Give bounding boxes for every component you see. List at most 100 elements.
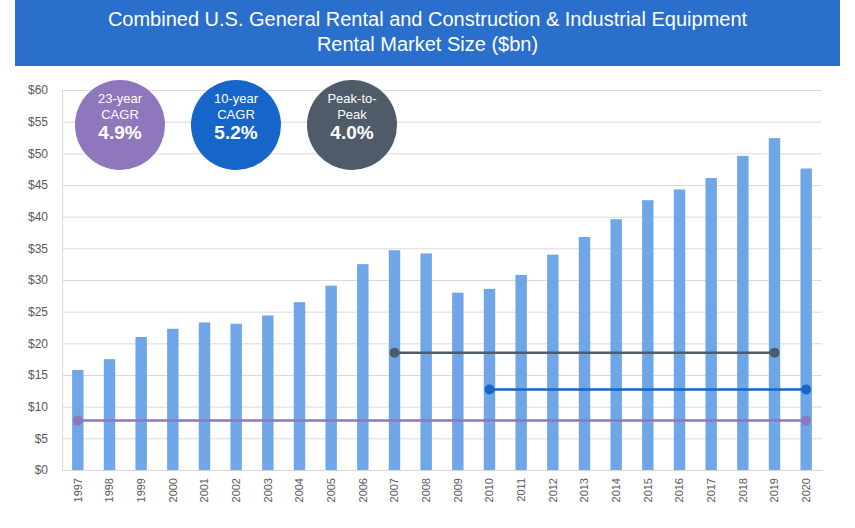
y-tick-label: $30 [28,273,48,287]
chart: Combined U.S. General Rental and Constru… [0,0,855,528]
badge-value: 4.9% [98,122,141,143]
x-tick: 1998 [103,470,115,502]
bar [104,359,115,470]
x-tick-label: 2010 [483,478,495,502]
title-banner [15,0,840,66]
x-tick: 2019 [768,470,780,502]
bar [357,264,368,470]
badge-value: 5.2% [214,122,257,143]
x-tick-label: 2019 [768,478,780,502]
x-tick-label: 2002 [230,478,242,502]
bar [262,315,273,470]
badge-text: CAGR [217,107,255,122]
bar [515,275,526,470]
bar [674,189,685,470]
bar [484,289,495,470]
badge-text: CAGR [101,107,139,122]
x-tick-label: 2020 [800,478,812,502]
bar [294,302,305,470]
x-tick: 2001 [198,470,210,502]
x-tick: 2009 [452,470,464,502]
y-tick-label: $20 [28,337,48,351]
y-tick-label: $25 [28,305,48,319]
x-axis: 1997 1998 1999 2000 2001 2002 2003 2004 2005 2006… [63,470,823,502]
x-tick: 2002 [230,470,242,502]
y-tick-label: $0 [35,463,49,477]
span-end [801,416,811,426]
bar [135,337,146,470]
badge-circle [307,80,397,170]
badge-text: Peak [337,107,367,122]
bar [420,253,431,470]
x-tick: 2005 [325,470,337,502]
x-tick-label: 2013 [578,478,590,502]
x-tick-label: 1997 [72,478,84,502]
x-tick: 2020 [800,470,812,502]
bar [547,255,558,470]
badge: 23-yearCAGR4.9% [75,80,165,170]
bar [389,250,400,470]
x-tick: 2010 [483,470,495,502]
x-tick: 2015 [642,470,654,502]
x-tick: 2011 [515,470,527,502]
badge-text: Peak-to- [327,91,376,106]
y-tick-label: $35 [28,242,48,256]
bar [800,169,811,470]
x-tick-label: 1998 [103,478,115,502]
title: Combined U.S. General Rental and Constru… [108,8,748,55]
x-tick-label: 2014 [610,478,622,502]
x-tick: 2018 [737,470,749,502]
span-line [490,388,807,391]
x-tick: 2006 [357,470,369,502]
badge: 10-yearCAGR5.2% [191,80,281,170]
y-tick-label: $45 [28,178,48,192]
x-tick-label: 2003 [262,478,274,502]
x-tick-label: 2004 [293,478,305,502]
x-tick: 1999 [135,470,147,502]
x-tick-label: 2000 [167,478,179,502]
x-tick: 2004 [293,470,305,502]
marks [72,138,812,470]
y-tick-label: $40 [28,210,48,224]
y-tick: $45 [28,178,822,192]
x-tick-label: 2017 [705,478,717,502]
x-tick-label: 2018 [737,478,749,502]
badge-circle [191,80,281,170]
bar [167,329,178,470]
x-tick: 2013 [578,470,590,502]
x-tick-label: 2007 [388,478,400,502]
y-tick-label: $55 [28,115,48,129]
span-line [395,352,775,355]
badge-text: 23-year [98,91,143,106]
x-tick: 2007 [388,470,400,502]
y-tick-label: $15 [28,368,48,382]
x-tick-label: 1999 [135,478,147,502]
x-tick: 2012 [547,470,559,502]
grid-line [62,90,822,91]
bar [72,370,83,470]
span-end [390,348,400,358]
bar [199,322,210,470]
x-tick-label: 2016 [673,478,685,502]
y-tick: $40 [28,210,822,224]
x-tick: 2003 [262,470,274,502]
title-line: Combined U.S. General Rental and Constru… [108,8,748,30]
badge: Peak-to-Peak4.0% [307,80,397,170]
x-axis-line [63,470,823,471]
span-end [770,348,780,358]
bar [452,293,463,470]
bar [705,178,716,470]
grid-line [62,153,822,154]
x-tick-label: 2006 [357,478,369,502]
x-tick-label: 2008 [420,478,432,502]
grid-line [62,470,822,471]
x-tick: 1997 [72,470,84,502]
badge-circle [75,80,165,170]
span-end [801,385,811,395]
x-tick-label: 2012 [547,478,559,502]
bar [642,200,653,470]
x-tick: 2016 [673,470,685,502]
span-line [78,419,806,422]
y-tick-label: $60 [28,83,48,97]
x-tick: 2000 [167,470,179,502]
